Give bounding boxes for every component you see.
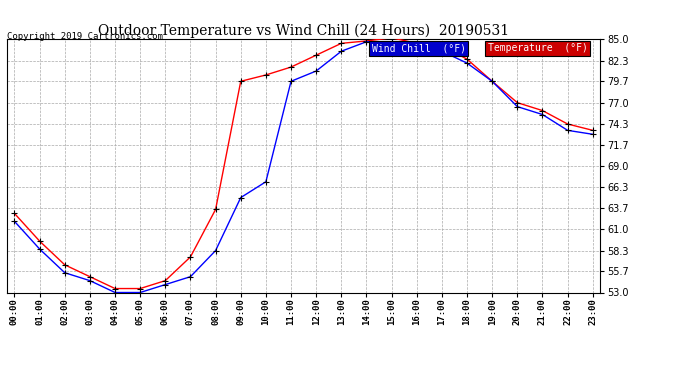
Text: Wind Chill  (°F): Wind Chill (°F) bbox=[372, 43, 466, 53]
Text: Copyright 2019 Cartronics.com: Copyright 2019 Cartronics.com bbox=[7, 32, 163, 41]
Title: Outdoor Temperature vs Wind Chill (24 Hours)  20190531: Outdoor Temperature vs Wind Chill (24 Ho… bbox=[98, 24, 509, 38]
Text: Temperature  (°F): Temperature (°F) bbox=[488, 43, 587, 53]
